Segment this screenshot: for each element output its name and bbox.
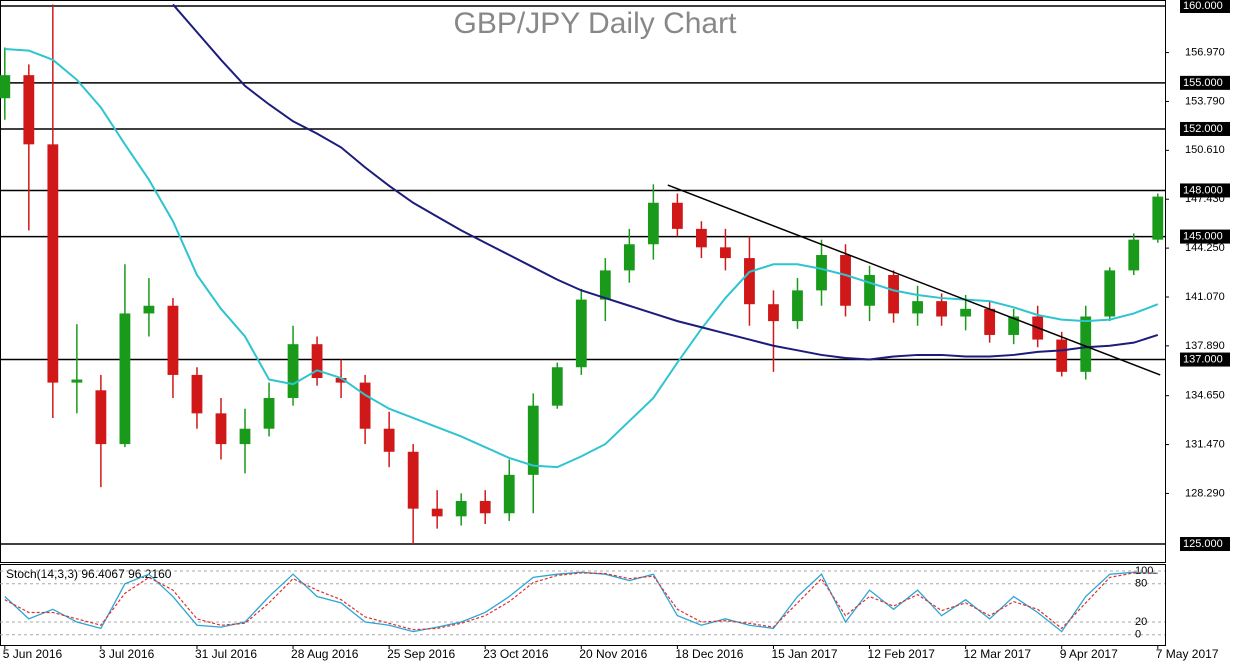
- candle-body: [551, 367, 563, 406]
- candle-body: [239, 428, 251, 445]
- candle-body: [647, 202, 659, 245]
- y-tick-label: 144.250: [1185, 242, 1225, 254]
- candle-body: [479, 500, 491, 514]
- level-tag: [1180, 229, 1230, 244]
- stoch-tick-label: 100: [1135, 565, 1153, 577]
- candle-body: [1152, 196, 1164, 240]
- candle-body: [1104, 270, 1116, 317]
- y-tick-label: 128.290: [1185, 487, 1225, 499]
- chart-title: GBP/JPY Daily Chart: [454, 7, 738, 40]
- candle-body: [1128, 239, 1140, 271]
- y-tick-label: 156.970: [1185, 46, 1225, 58]
- x-tick-label: 28 Aug 2016: [291, 647, 359, 661]
- x-tick-label: 7 May 2017: [1156, 647, 1219, 661]
- candle-body: [503, 474, 515, 514]
- candle-body: [191, 374, 203, 414]
- candle-body: [888, 275, 899, 314]
- stoch-tick-label: 20: [1135, 616, 1147, 628]
- candle-body: [768, 304, 779, 322]
- level-label: 125.000: [1183, 538, 1223, 550]
- candle-body: [840, 255, 851, 306]
- candle-body: [1080, 316, 1092, 372]
- candle-body: [71, 379, 83, 383]
- main-panel: [0, 0, 1166, 563]
- level-label: 145.000: [1183, 230, 1223, 242]
- stoch-k: [4, 571, 1158, 633]
- candle-body: [455, 500, 467, 517]
- level-tag: [1180, 0, 1230, 13]
- candle-body: [95, 390, 107, 445]
- candle-body: [695, 228, 707, 248]
- moving-average: [4, 48, 1159, 469]
- x-tick-label: 3 Jul 2016: [99, 647, 155, 661]
- level-tag: [1180, 183, 1230, 198]
- candle-body: [527, 405, 539, 475]
- candle-body: [744, 258, 755, 305]
- candle-body: [287, 344, 299, 398]
- x-tick-label: 23 Oct 2016: [483, 647, 549, 661]
- stoch-d: [4, 572, 1158, 631]
- y-tick-label: 150.610: [1185, 144, 1225, 156]
- x-tick-label: 9 Apr 2017: [1060, 647, 1118, 661]
- candle-body: [816, 255, 827, 291]
- candle-body: [864, 275, 875, 306]
- candle-body: [984, 308, 996, 335]
- candle-body: [936, 301, 948, 317]
- x-tick-label: 15 Jan 2017: [771, 647, 837, 661]
- candle-body: [311, 344, 323, 378]
- trendline: [667, 184, 1161, 376]
- x-tick-label: 20 Nov 2016: [579, 647, 647, 661]
- level-tag: [1180, 121, 1230, 136]
- x-tick-label: 18 Dec 2016: [675, 647, 743, 661]
- y-tick-label: 137.890: [1185, 340, 1225, 352]
- candle-body: [720, 247, 731, 259]
- candle-body: [263, 397, 275, 429]
- y-tick-label: 134.650: [1185, 390, 1225, 402]
- level-tag: [1180, 537, 1230, 552]
- candle-body: [623, 244, 635, 271]
- candle-body: [23, 75, 35, 145]
- stoch-panel: [0, 564, 1166, 646]
- candle-body: [215, 413, 227, 445]
- candle-body: [912, 301, 923, 314]
- level-tag: [1180, 352, 1230, 367]
- candle-body: [407, 451, 419, 509]
- candle-body: [575, 299, 587, 368]
- y-tick-label: 141.070: [1185, 291, 1225, 303]
- stoch-tick-label: 0: [1135, 629, 1141, 641]
- candle-body: [431, 508, 443, 517]
- candle-body: [960, 308, 972, 317]
- level-label: 160.000: [1183, 0, 1223, 12]
- candle-body: [1008, 316, 1020, 335]
- level-label: 152.000: [1183, 123, 1223, 135]
- candle-body: [47, 144, 59, 383]
- candle-body: [671, 202, 683, 229]
- x-tick-label: 12 Mar 2017: [964, 647, 1032, 661]
- candle-body: [383, 428, 395, 452]
- moving-average: [172, 3, 1159, 361]
- x-tick-label: 31 Jul 2016: [195, 647, 257, 661]
- candle-body: [0, 75, 11, 99]
- level-label: 155.000: [1183, 77, 1223, 89]
- x-tick-label: 5 Jun 2016: [3, 647, 63, 661]
- candle-body: [335, 377, 347, 383]
- candle-body: [599, 270, 611, 300]
- y-tick-label: 131.470: [1185, 438, 1225, 450]
- candle-body: [359, 382, 371, 429]
- candle-body: [167, 305, 179, 375]
- x-tick-label: 25 Sep 2016: [387, 647, 455, 661]
- stoch-label: Stoch(14,3,3) 96.4067 96.2160: [6, 567, 172, 581]
- stoch-tick-label: 80: [1135, 578, 1147, 590]
- candle-body: [792, 290, 803, 322]
- level-tag: [1180, 75, 1230, 90]
- level-label: 148.000: [1183, 184, 1223, 196]
- candle-body: [1056, 339, 1068, 372]
- candle-body: [143, 305, 155, 314]
- x-tick-label: 12 Feb 2017: [868, 647, 936, 661]
- level-label: 137.000: [1183, 353, 1223, 365]
- y-tick-label: 153.790: [1185, 95, 1225, 107]
- candle-body: [119, 313, 131, 445]
